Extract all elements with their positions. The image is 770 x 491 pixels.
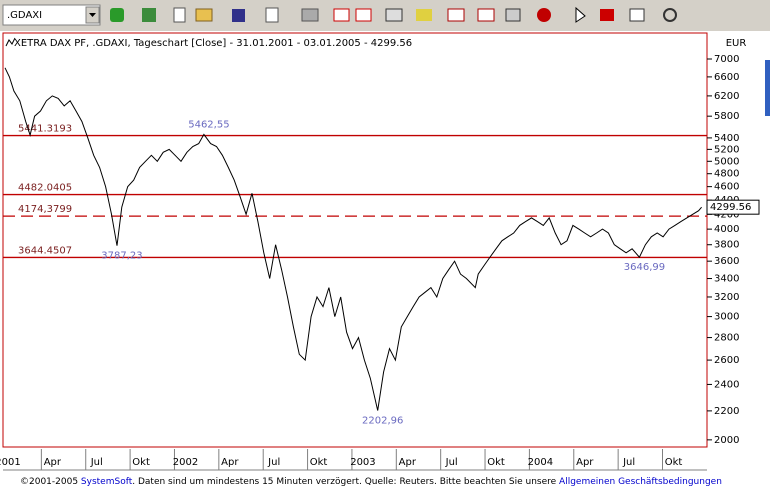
level-label: 3644.4507 xyxy=(18,245,72,256)
annotation: 5462,55 xyxy=(188,119,229,130)
x-tick-label: Jul xyxy=(267,457,280,468)
y-tick-label: 4600 xyxy=(714,182,739,193)
y-tick-label: 5800 xyxy=(714,111,739,122)
x-tick-label: 2001 xyxy=(0,457,21,468)
level-label: 5441.3193 xyxy=(18,124,72,135)
x-tick-label: Okt xyxy=(665,457,683,468)
side-icons[interactable] xyxy=(765,60,770,116)
y-tick-label: 5000 xyxy=(714,156,739,167)
annotation: 2202,96 xyxy=(362,415,403,426)
footer: ©2001-2005 SystemSoft. Daten sind um min… xyxy=(20,477,722,487)
icon[interactable] xyxy=(600,9,614,21)
x-tick-label: 2004 xyxy=(528,457,553,468)
icon[interactable] xyxy=(477,8,495,22)
x-tick-label: 2002 xyxy=(173,457,198,468)
currency-label: EUR xyxy=(726,38,747,49)
symbol-text: .GDAXI xyxy=(7,10,42,21)
level-label: 4174,3799 xyxy=(18,204,72,215)
y-tick-label: 6600 xyxy=(714,72,739,83)
y-tick-label: 7000 xyxy=(714,54,739,65)
icon[interactable] xyxy=(232,9,245,22)
icon[interactable] xyxy=(629,8,645,22)
icon[interactable] xyxy=(265,7,279,23)
price-line xyxy=(4,67,702,411)
title-icon xyxy=(5,37,16,47)
y-tick-label: 2200 xyxy=(714,406,739,417)
icon[interactable] xyxy=(447,8,465,22)
annotation: 3787,23 xyxy=(101,251,142,262)
x-tick-label: Apr xyxy=(576,457,594,468)
y-tick-label: 5200 xyxy=(714,144,739,155)
x-tick-label: 2003 xyxy=(350,457,375,468)
icon[interactable] xyxy=(663,8,677,22)
y-tick-label: 3000 xyxy=(714,312,739,323)
x-tick-label: Jul xyxy=(90,457,103,468)
last-price-box xyxy=(706,199,760,215)
icon[interactable] xyxy=(416,9,432,21)
footer-text: . Daten sind um mindestens 15 Minuten ve… xyxy=(132,477,559,487)
icon[interactable] xyxy=(575,6,586,23)
y-tick-label: 3400 xyxy=(714,274,739,285)
x-tick-label: Okt xyxy=(132,457,150,468)
plot-frame xyxy=(2,32,708,448)
icon[interactable] xyxy=(173,7,186,23)
icon[interactable] xyxy=(355,8,372,22)
icon[interactable] xyxy=(385,8,403,22)
level-label: 4482.0405 xyxy=(18,183,72,194)
dropdown-arrow xyxy=(89,13,96,17)
footer-link[interactable]: Allgemeinen Geschäftsbedingungen xyxy=(559,477,722,487)
icon[interactable] xyxy=(110,8,124,22)
y-tick-label: 4800 xyxy=(714,169,739,180)
y-tick-label: 3600 xyxy=(714,256,739,267)
x-tick-label: Jul xyxy=(622,457,635,468)
footer-text: ©2001-2005 xyxy=(20,477,81,487)
icon[interactable] xyxy=(195,8,213,22)
x-tick-label: Okt xyxy=(487,457,505,468)
chart-title: XETRA DAX PF, .GDAXI, Tageschart [Close]… xyxy=(14,38,412,49)
x-tick-label: Jul xyxy=(445,457,458,468)
symbol-box[interactable] xyxy=(2,4,101,26)
y-tick-label: 3800 xyxy=(714,240,739,251)
annotation: 3646,99 xyxy=(624,262,665,273)
x-tick-label: Apr xyxy=(399,457,417,468)
toolbar-icons xyxy=(110,6,677,23)
icon[interactable] xyxy=(142,8,156,22)
icon[interactable] xyxy=(537,8,551,22)
icon[interactable] xyxy=(505,8,521,22)
x-tick-label: Okt xyxy=(310,457,328,468)
last-price-label: 4299.56 xyxy=(710,202,751,213)
icon[interactable] xyxy=(301,8,319,22)
x-tick-label: Apr xyxy=(44,457,62,468)
y-tick-label: 2600 xyxy=(714,355,739,366)
y-tick-label: 2800 xyxy=(714,333,739,344)
y-tick-label: 4000 xyxy=(714,224,739,235)
y-tick-label: 2000 xyxy=(714,435,739,446)
y-tick-label: 2400 xyxy=(714,379,739,390)
y-tick-label: 5400 xyxy=(714,133,739,144)
footer-link[interactable]: SystemSoft xyxy=(81,477,133,487)
icon[interactable] xyxy=(333,8,350,22)
y-tick-label: 3200 xyxy=(714,292,739,303)
y-tick-label: 6200 xyxy=(714,91,739,102)
y-tick-label: 4200 xyxy=(714,209,739,220)
x-tick-label: Apr xyxy=(221,457,239,468)
